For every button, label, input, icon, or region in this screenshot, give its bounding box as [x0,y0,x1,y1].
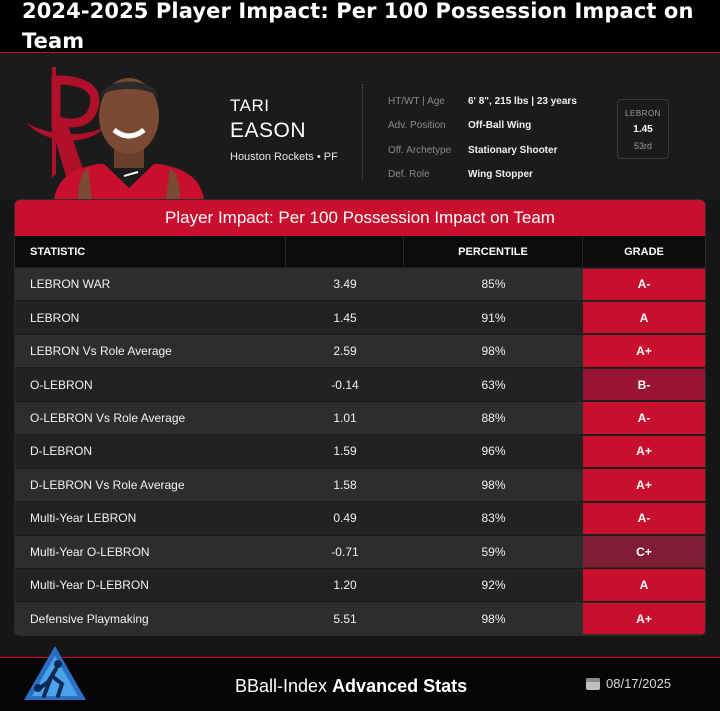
lebron-box-label: LEBRON [625,109,661,118]
info-label: Off. Archetype [388,144,452,156]
info-row-def-role: Def. Role Wing Stopper [388,163,577,188]
stat-percentile: 98% [481,477,506,492]
info-label: Def. Role [388,169,430,181]
stat-percentile: 98% [481,344,506,359]
stat-percentile: 88% [481,410,506,425]
player-first-name: TARI [230,96,270,115]
grade-badge: A+ [583,435,705,468]
stat-name: LEBRON [30,310,80,325]
stat-name: Multi-Year D-LEBRON [30,578,149,593]
footer: BBall-Index Advanced Stats 08/17/2025 [0,646,720,711]
grade-badge: B- [583,368,705,401]
header-grade: GRADE [624,245,664,258]
info-value: Stationary Shooter [468,144,558,156]
stat-name: Multi-Year O-LEBRON [30,544,150,559]
header-value [286,236,404,267]
grade-badge: A [583,569,705,601]
stat-value: 1.45 [333,310,357,325]
stat-value: 1.58 [333,477,357,492]
stat-value: -0.71 [331,544,359,559]
stat-percentile: 83% [481,511,506,526]
player-hero: TARI EASON Houston Rockets • PF HT/WT | … [0,54,720,199]
stat-percentile: 98% [481,611,506,626]
info-label: Adv. Position [388,120,446,132]
grade-badge: A- [583,402,705,434]
lebron-summary-box: LEBRON 1.45 53rd [617,99,669,159]
grade-badge: A- [583,268,705,300]
info-value: 6' 8", 215 lbs | 23 years [468,95,577,107]
info-value: Off-Ball Wing [468,120,532,132]
table-title: Player Impact: Per 100 Possession Impact… [15,200,705,236]
table-row: Multi-Year LEBRON 0.49 83% A- [15,501,705,535]
stat-name: LEBRON Vs Role Average [30,344,172,359]
date-text: 08/17/2025 [606,676,672,691]
impact-table-card: Player Impact: Per 100 Possession Impact… [14,199,706,636]
stat-name: O-LEBRON Vs Role Average [30,410,186,425]
stat-value: 1.59 [333,444,357,459]
table-row: O-LEBRON -0.14 63% B- [15,367,705,401]
stat-percentile: 85% [481,277,506,292]
table-row: LEBRON 1.45 91% A [15,300,705,334]
stat-value: 1.01 [333,410,357,425]
table-body: LEBRON WAR 3.49 85% A- LEBRON 1.45 91% A… [15,267,705,635]
brand-bold: Advanced Stats [332,676,468,696]
title-bar: 2024-2025 Player Impact: Per 100 Possess… [0,0,720,53]
lebron-box-value: 1.45 [633,124,653,135]
stat-name: O-LEBRON [30,377,93,392]
table-row: LEBRON Vs Role Average 2.59 98% A+ [15,333,705,368]
stat-name: Multi-Year LEBRON [30,511,137,526]
table-row: D-LEBRON Vs Role Average 1.58 98% A+ [15,467,705,502]
player-last-name: EASON [230,119,307,142]
stat-name: LEBRON WAR [30,277,111,292]
info-row-ht-wt: HT/WT | Age 6' 8", 215 lbs | 23 years [388,89,577,114]
player-team: Houston Rockets • PF [230,151,338,163]
stat-value: 0.49 [333,511,357,526]
table-row: D-LEBRON 1.59 96% A+ [15,434,705,468]
stat-value: -0.14 [331,377,359,392]
table-row: LEBRON WAR 3.49 85% A- [15,267,705,301]
player-info: HT/WT | Age 6' 8", 215 lbs | 23 years Ad… [388,89,577,187]
stat-value: 5.51 [333,611,357,626]
grade-badge: A- [583,502,705,534]
table-row: Multi-Year D-LEBRON 1.20 92% A [15,567,705,602]
stat-value: 3.49 [333,277,357,292]
grade-badge: C+ [583,536,705,568]
stat-name: D-LEBRON [30,444,93,459]
info-label: HT/WT | Age [388,95,445,107]
stat-percentile: 92% [481,578,506,593]
stat-percentile: 91% [481,310,506,325]
lebron-box-rank: 53rd [633,141,652,151]
player-photo [54,78,204,199]
info-row-position: Adv. Position Off-Ball Wing [388,114,577,139]
grade-badge: A+ [583,602,705,635]
header-statistic: STATISTIC [15,236,286,267]
stat-percentile: 59% [481,544,506,559]
table-row: Defensive Playmaking 5.51 98% A+ [15,601,705,635]
rockets-logo-icon [26,67,106,179]
table-row: Multi-Year O-LEBRON -0.71 59% C+ [15,534,705,568]
stat-percentile: 63% [481,377,506,392]
grade-badge: A [583,301,705,334]
divider [362,84,363,180]
stat-name: D-LEBRON Vs Role Average [30,477,185,492]
info-value: Wing Stopper [468,169,533,181]
page-title: 2024-2025 Player Impact: Per 100 Possess… [22,0,694,53]
player-name-block: TARI EASON Houston Rockets • PF [230,96,338,163]
header-percentile: PERCENTILE [404,236,583,267]
table-row: O-LEBRON Vs Role Average 1.01 88% A- [15,400,705,435]
stat-value: 1.20 [333,578,357,593]
info-row-archetype: Off. Archetype Stationary Shooter [388,138,577,163]
brand-light: BBall-Index [235,676,333,696]
grade-badge: A+ [583,469,705,501]
stat-percentile: 96% [481,444,506,459]
grade-badge: A+ [583,335,705,367]
stat-name: Defensive Playmaking [30,611,149,626]
table-header-row: STATISTIC PERCENTILE GRADE [15,236,705,267]
stat-value: 2.59 [333,344,357,359]
footer-date: 08/17/2025 [586,676,671,691]
footer-brand: BBall-Index Advanced Stats [235,676,467,697]
bball-index-logo-icon [24,646,86,700]
calendar-icon [586,677,600,690]
